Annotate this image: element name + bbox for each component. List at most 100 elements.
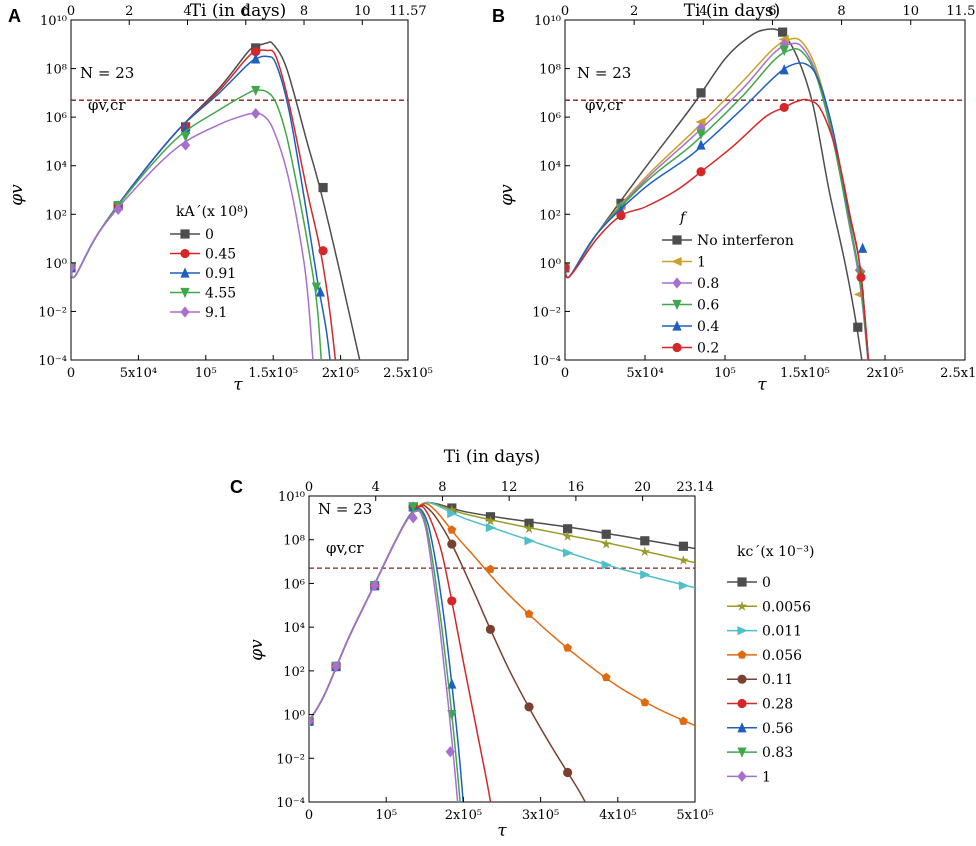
data-point (251, 107, 261, 120)
top-tick-label: 8 (438, 480, 446, 495)
critical-label: φv,cr (585, 96, 623, 114)
legend-marker (672, 235, 682, 245)
data-point (601, 560, 612, 570)
x-tick-label: 1.5x10⁵ (780, 366, 830, 381)
y-tick-label: 10⁻² (38, 305, 67, 320)
legend-label: 0.6 (697, 298, 719, 314)
y-tick-label: 10⁰ (283, 709, 305, 724)
top-tick-label: 8 (837, 4, 845, 19)
panel-a: A 0 5x10⁴ 10⁵ 1.5x10⁵ 2x10⁵ 2.5x10⁵ 10⁻⁴ 10⁻² 10… (7, 1, 433, 395)
top-tick-label: 6 (768, 4, 776, 19)
series-line-3 (71, 89, 323, 360)
panel-b: B 05x10⁴10⁵1.5x10⁵2x10⁵2.5x10⁵10⁻⁴10⁻²10… (492, 1, 976, 395)
top-tick-label: 4 (699, 4, 707, 19)
legend-marker (737, 770, 747, 782)
data-point (370, 580, 380, 592)
top-tick-label: 10 (902, 4, 919, 19)
x-tick-label: 0 (67, 366, 75, 381)
data-point (447, 678, 457, 689)
panel-letter-a: A (8, 6, 21, 26)
legend-label: 1 (762, 769, 771, 785)
data-point (565, 263, 570, 273)
data-point (523, 523, 535, 534)
data-layer (71, 41, 408, 360)
legend-marker (736, 600, 748, 611)
data-point (318, 246, 328, 256)
data-point (113, 203, 123, 216)
data-point (678, 581, 690, 591)
legend-marker (672, 299, 682, 311)
legend-marker (672, 277, 682, 289)
legend-marker (180, 306, 190, 318)
y-tick-label: 10⁸ (539, 63, 561, 78)
top-tick-label: 12 (501, 480, 518, 495)
y-tick-label: 10⁰ (45, 257, 67, 272)
panel-letter-b: B (492, 6, 505, 26)
series-line-1 (309, 501, 695, 722)
data-point (640, 536, 650, 546)
legend-title: f (679, 210, 688, 226)
y-tick-label: 10⁻⁴ (276, 796, 305, 811)
data-layer (565, 27, 965, 360)
series-line-8 (309, 510, 459, 802)
top-axis-title: Ti (in days) (444, 447, 541, 467)
data-point (447, 508, 458, 519)
data-point (856, 272, 866, 283)
x-tick-label: 10⁵ (714, 366, 736, 381)
x-tick-label: 3x10⁵ (522, 808, 559, 823)
y-tick-label: 10⁸ (45, 63, 67, 78)
critical-label: φv,cr (326, 539, 364, 557)
data-point (601, 672, 611, 682)
y-tick-label: 10² (283, 665, 305, 680)
data-point (251, 46, 261, 57)
data-point (331, 660, 341, 673)
x-tick-label: 5x10⁴ (120, 366, 157, 381)
data-point (445, 746, 455, 758)
data-point (563, 643, 572, 652)
x-tick-label: 2x10⁵ (445, 808, 482, 823)
legend-marker (737, 722, 747, 733)
top-tick-label: 11.57 (946, 4, 976, 19)
x-tick-label: 2x10⁵ (866, 366, 903, 381)
data-point (601, 529, 611, 539)
legend-marker (671, 256, 682, 267)
data-point (447, 539, 457, 549)
data-point (251, 85, 261, 97)
data-point (696, 88, 706, 98)
data-point (446, 504, 457, 515)
data-point (678, 555, 689, 565)
legend: kA´(x 10⁸) 0 0.45 0.91 4.55 9.1 (170, 204, 248, 321)
critical-label: φv,cr (88, 96, 126, 114)
top-tick-label: 11.57 (389, 4, 426, 19)
top-tick-label: 23.14 (676, 480, 713, 495)
legend-label: 0.056 (762, 648, 802, 664)
data-point (485, 515, 496, 526)
data-point (71, 262, 76, 274)
y-tick-label: 10⁻² (276, 752, 305, 767)
legend-label: 0.56 (762, 721, 793, 737)
legend-marker (737, 747, 747, 758)
legend-label: 0.83 (762, 745, 793, 761)
data-point (640, 697, 650, 707)
y-axis-title: φv (247, 639, 267, 661)
data-point (854, 264, 864, 276)
data-point (563, 767, 573, 778)
legend-marker (737, 674, 747, 684)
series-line-3 (309, 502, 695, 727)
data-point (563, 548, 574, 558)
x-tick-label: 5x10⁴ (626, 366, 663, 381)
data-point (524, 518, 534, 528)
y-tick-label: 10⁴ (45, 160, 67, 175)
data-point (408, 502, 418, 513)
data-point (563, 524, 573, 534)
data-layer (309, 501, 695, 802)
data-point (486, 564, 495, 573)
legend-marker (180, 248, 190, 259)
top-tick-label: 2 (630, 4, 638, 19)
data-point (309, 715, 314, 727)
legend-label: 0.91 (205, 266, 236, 282)
legend-label: 0.4 (697, 319, 719, 335)
legend: f No interferon 1 0.8 0.6 0.4 0.2 (662, 210, 794, 357)
x-tick-label: 4x10⁵ (599, 808, 636, 823)
y-tick-label: 10⁻⁴ (532, 354, 561, 369)
